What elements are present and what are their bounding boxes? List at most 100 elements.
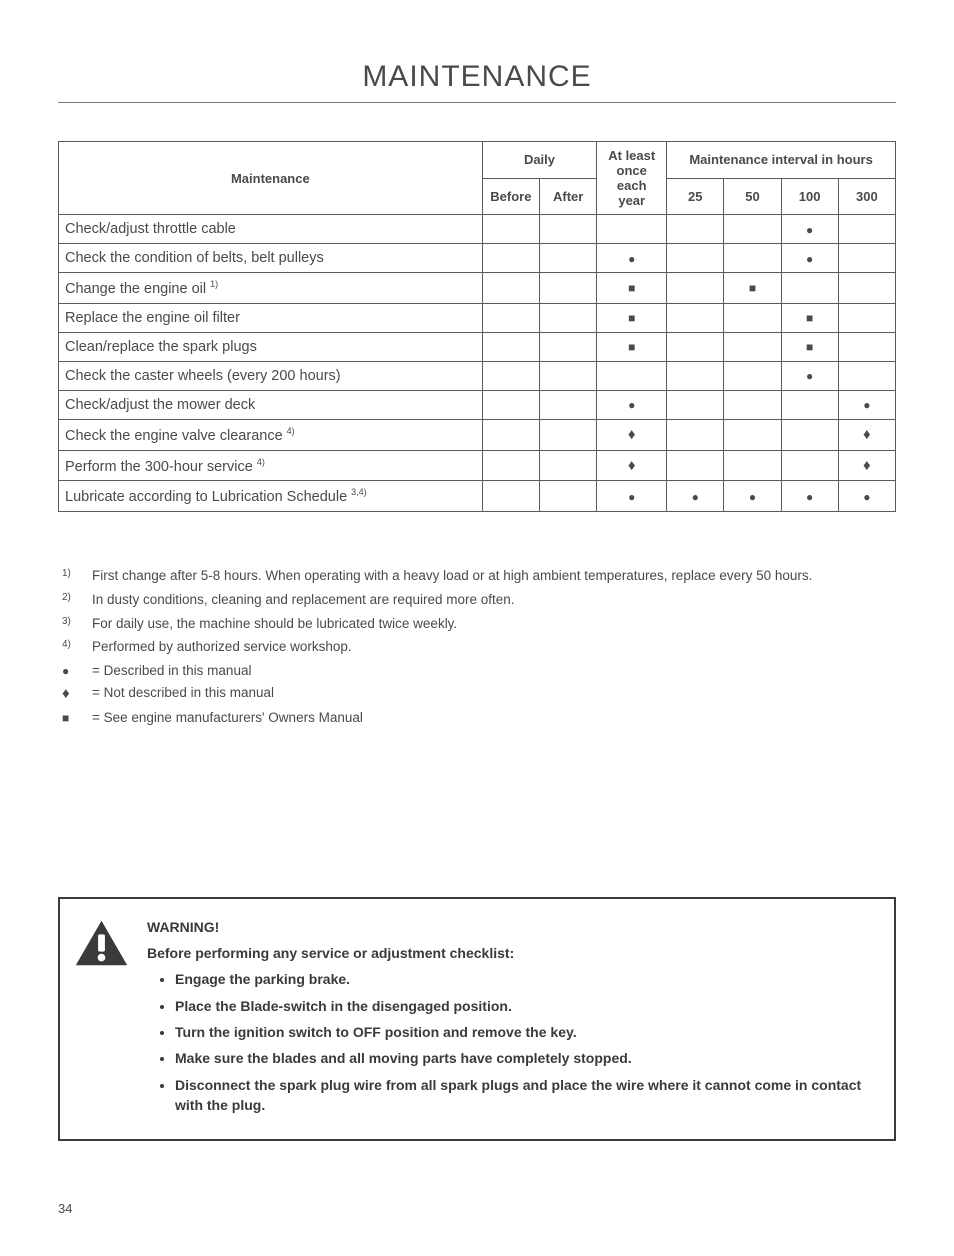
cell-100	[781, 419, 838, 450]
cell-50	[724, 332, 781, 361]
cell-100	[781, 450, 838, 481]
circle-icon	[628, 250, 635, 267]
cell-100	[781, 244, 838, 273]
square-icon	[62, 710, 69, 725]
cell-25	[667, 303, 724, 332]
cell-before	[482, 390, 539, 419]
note-key	[58, 662, 92, 680]
cell-before	[482, 273, 539, 304]
cell-100	[781, 273, 838, 304]
note-text: = See engine manufacturers' Owners Manua…	[92, 709, 896, 727]
warning-item: Make sure the blades and all moving part…	[175, 1048, 874, 1068]
cell-50	[724, 450, 781, 481]
warning-item: Place the Blade-switch in the disengaged…	[175, 996, 874, 1016]
cell-50	[724, 419, 781, 450]
cell-50	[724, 361, 781, 390]
cell-before	[482, 215, 539, 244]
note-row: 1)First change after 5-8 hours. When ope…	[58, 567, 896, 587]
note-row: = Described in this manual	[58, 662, 896, 680]
circle-icon	[806, 488, 813, 505]
cell-25	[667, 215, 724, 244]
th-daily: Daily	[482, 142, 597, 179]
cell-300	[838, 361, 895, 390]
cell-before	[482, 244, 539, 273]
th-before: Before	[482, 178, 539, 215]
diamond-icon	[863, 457, 871, 474]
cell-25	[667, 273, 724, 304]
warning-body: WARNING! Before performing any service o…	[147, 917, 874, 1121]
cell-300	[838, 215, 895, 244]
note-text: = Described in this manual	[92, 662, 896, 680]
notes-section: 1)First change after 5-8 hours. When ope…	[58, 567, 896, 727]
circle-icon	[806, 250, 813, 267]
warning-item: Turn the ignition switch to OFF position…	[175, 1022, 874, 1042]
cell-25	[667, 450, 724, 481]
note-key: 3)	[58, 615, 92, 635]
cell-50	[724, 215, 781, 244]
cell-50	[724, 244, 781, 273]
cell-25	[667, 419, 724, 450]
cell-25	[667, 390, 724, 419]
cell-before	[482, 419, 539, 450]
maintenance-table: Maintenance Daily At least once each yea…	[58, 141, 896, 512]
th-maintenance: Maintenance	[59, 142, 483, 215]
row-label: Clean/replace the spark plugs	[59, 332, 483, 361]
th-300: 300	[838, 178, 895, 215]
note-key: 1)	[58, 567, 92, 587]
cell-50	[724, 303, 781, 332]
cell-25	[667, 361, 724, 390]
th-year: At least once each year	[597, 142, 667, 215]
row-label: Perform the 300-hour service 4)	[59, 450, 483, 481]
cell-year	[597, 481, 667, 512]
diamond-icon	[863, 426, 871, 443]
cell-100	[781, 361, 838, 390]
note-row: 3)For daily use, the machine should be l…	[58, 615, 896, 635]
table-row: Change the engine oil 1)	[59, 273, 896, 304]
table-row: Check/adjust throttle cable	[59, 215, 896, 244]
cell-300	[838, 450, 895, 481]
circle-icon	[749, 488, 756, 505]
warning-item: Engage the parking brake.	[175, 969, 874, 989]
page: MAINTENANCE Maintenance Daily At least o…	[0, 0, 954, 1256]
cell-after	[540, 361, 597, 390]
th-100: 100	[781, 178, 838, 215]
cell-50	[724, 481, 781, 512]
cell-before	[482, 303, 539, 332]
cell-after	[540, 390, 597, 419]
table-row: Replace the engine oil filter	[59, 303, 896, 332]
table-row: Check the caster wheels (every 200 hours…	[59, 361, 896, 390]
cell-100	[781, 303, 838, 332]
table-row: Lubricate according to Lubrication Sched…	[59, 481, 896, 512]
note-row: 2)In dusty conditions, cleaning and repl…	[58, 591, 896, 611]
cell-year	[597, 332, 667, 361]
circle-icon	[62, 663, 69, 678]
cell-year	[597, 215, 667, 244]
circle-icon	[628, 396, 635, 413]
table-row: Check/adjust the mower deck	[59, 390, 896, 419]
cell-after	[540, 481, 597, 512]
diamond-icon	[628, 426, 636, 443]
cell-after	[540, 273, 597, 304]
cell-after	[540, 450, 597, 481]
circle-icon	[628, 488, 635, 505]
cell-25	[667, 332, 724, 361]
row-label: Check/adjust the mower deck	[59, 390, 483, 419]
note-key	[58, 709, 92, 727]
cell-100	[781, 390, 838, 419]
note-row: 4)Performed by authorized service worksh…	[58, 638, 896, 658]
table-row: Clean/replace the spark plugs	[59, 332, 896, 361]
cell-100	[781, 332, 838, 361]
warning-icon	[74, 919, 129, 1121]
warning-heading: WARNING!	[147, 917, 874, 937]
square-icon	[628, 309, 635, 326]
cell-100	[781, 215, 838, 244]
warning-list: Engage the parking brake. Place the Blade…	[147, 969, 874, 1115]
cell-year	[597, 419, 667, 450]
circle-icon	[806, 367, 813, 384]
cell-25	[667, 481, 724, 512]
cell-50	[724, 390, 781, 419]
cell-after	[540, 419, 597, 450]
cell-year	[597, 450, 667, 481]
circle-icon	[863, 396, 870, 413]
cell-300	[838, 244, 895, 273]
